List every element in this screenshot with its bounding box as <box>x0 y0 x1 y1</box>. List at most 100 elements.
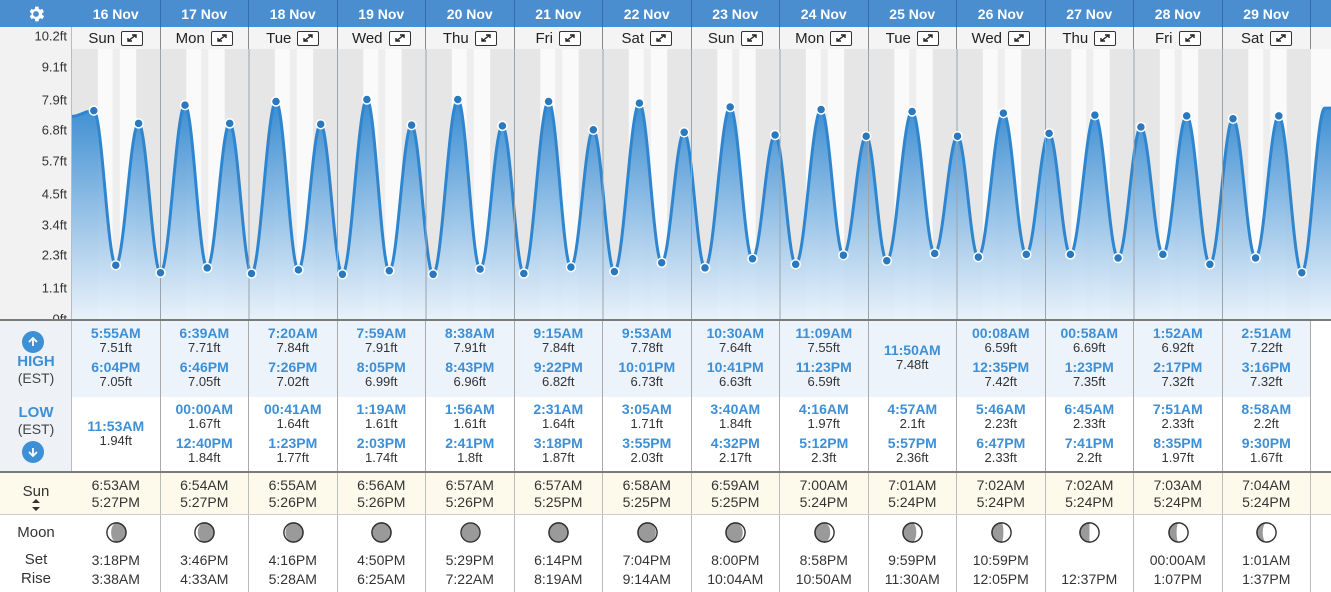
high-tide-point <box>179 99 191 111</box>
tide-day-column: 9:53AM 7.78ft 10:01PM 6.73ft 3:05AM 1.71ft 3:5… <box>603 321 692 471</box>
expand-day-button[interactable] <box>740 30 763 46</box>
date-header: 16 Nov 17 Nov 18 Nov 19 Nov 20 Nov 21 Nov 22 N… <box>72 0 1331 27</box>
tide-height: 1.84ft <box>718 416 752 431</box>
y-tick-label: 5.7ft <box>41 153 67 169</box>
expand-day-button[interactable] <box>210 30 233 46</box>
expand-icon <box>1275 34 1286 42</box>
tide-height: 7.84ft <box>541 340 575 355</box>
tide-day-column: 7:20AM 7.84ft 7:26PM 7.02ft 00:41AM 1.64ft 1:2… <box>249 321 338 471</box>
expand-day-button[interactable] <box>297 30 320 46</box>
high-tide-entry: 9:15AM 7.84ft <box>515 326 603 355</box>
low-tide-point <box>1021 249 1032 260</box>
tide-time: 2:51AM <box>1241 325 1292 341</box>
high-tide-entry: 12:35PM 7.42ft <box>957 360 1045 389</box>
low-tide-entry: 00:00AM 1.67ft <box>161 402 249 431</box>
tide-time: 5:57PM <box>887 435 937 451</box>
tide-time: 5:55AM <box>90 325 141 341</box>
tide-day-column: 8:38AM 7.91ft 8:43PM 6.96ft 1:56AM 1.61ft 2:41… <box>426 321 515 471</box>
expand-day-button[interactable] <box>650 30 672 46</box>
high-tide-point <box>224 118 235 129</box>
low-tide-point <box>384 265 395 276</box>
y-tick-label: 6.8ft <box>41 122 67 138</box>
tide-height: 1.64ft <box>276 416 310 431</box>
tide-time: 6:46PM <box>179 359 229 375</box>
high-tide-entry: 9:22PM 6.82ft <box>515 360 603 389</box>
expand-day-button[interactable] <box>1178 30 1201 46</box>
weekday-label: Wed <box>971 29 1003 47</box>
expand-icon <box>565 34 575 42</box>
sunrise-time: 6:57AM <box>445 477 494 493</box>
low-tide-point <box>973 251 984 263</box>
moonrise-time: 4:33AM <box>180 571 229 587</box>
sun-day-cell: 6:57AM 5:25PM <box>515 473 603 514</box>
weekday-cell: Mon <box>780 27 869 49</box>
expand-day-button[interactable] <box>1008 30 1031 46</box>
high-tides: 7:59AM 7.91ft 8:05PM 6.99ft <box>337 321 425 398</box>
low-tide-point <box>474 263 486 275</box>
moonset-time: 6:14PM <box>534 552 583 568</box>
sunrise-time: 7:01AM <box>888 477 937 493</box>
high-tide-point <box>133 118 144 129</box>
sunrise-time: 6:55AM <box>268 477 317 493</box>
moonrise-time: 7:22AM <box>445 571 494 587</box>
tide-time: 6:45AM <box>1064 401 1115 417</box>
high-tide-point <box>815 104 827 115</box>
tide-time: 4:32PM <box>710 435 760 451</box>
tide-time: 4:16AM <box>798 401 849 417</box>
weekday-cell: Sat <box>603 27 692 49</box>
high-label: HIGH (EST) <box>0 354 72 387</box>
sunrise-time: 6:57AM <box>534 477 583 493</box>
moon-day-cell: 7:04PM 9:14AM <box>603 515 692 592</box>
sun-day-cell: 7:03AM 5:24PM <box>1134 473 1223 514</box>
high-tide-point <box>952 130 963 142</box>
date-header-cell: 20 Nov <box>426 0 515 27</box>
high-tide-entry: 9:53AM 7.78ft <box>603 326 691 355</box>
low-tide-entry: 3:05AM 1.71ft <box>603 402 691 431</box>
moon-label: Moon <box>17 524 55 541</box>
date-header-cell: 23 Nov <box>692 0 780 27</box>
sun-day-cell: 7:02AM 5:24PM <box>957 473 1046 514</box>
low-tide-entry: 7:41PM 2.2ft <box>1046 436 1134 465</box>
moon-day-cell: 6:14PM 8:19AM <box>515 515 603 592</box>
moon-day-cell: 3:18PM 3:38AM <box>72 515 161 592</box>
expand-day-button[interactable] <box>830 30 853 46</box>
tide-height: 6.69ft <box>1072 340 1106 355</box>
scroll-down-button[interactable] <box>22 441 44 463</box>
expand-day-button[interactable] <box>474 30 497 46</box>
tide-time: 1:23PM <box>268 435 318 451</box>
sunset-time: 5:25PM <box>711 494 760 510</box>
sunrise-time: 6:54AM <box>180 477 229 493</box>
high-tides: 2:51AM 7.22ft 3:16PM 7.32ft <box>1222 321 1310 398</box>
expand-day-button[interactable] <box>559 30 581 46</box>
tide-time: 7:26PM <box>268 359 318 375</box>
moonset-time: 10:59PM <box>972 552 1029 568</box>
expand-icon <box>217 34 227 42</box>
scroll-up-button[interactable] <box>22 331 44 353</box>
tide-height: 6.59ft <box>984 340 1018 355</box>
moonrise-time: 8:19AM <box>534 571 583 587</box>
high-tide-entry: 10:01PM 6.73ft <box>603 360 691 389</box>
tide-height: 2.03ft <box>630 450 664 465</box>
expand-day-button[interactable] <box>916 30 939 46</box>
low-tide-point <box>1157 249 1169 260</box>
tide-time: 7:59AM <box>356 325 407 341</box>
settings-button[interactable] <box>0 0 72 27</box>
moonrise-time: 3:38AM <box>91 571 140 587</box>
expand-day-button[interactable] <box>121 30 144 46</box>
tide-height: 7.35ft <box>1072 374 1106 389</box>
low-tide-point <box>699 262 711 274</box>
moon-phase-icon <box>637 522 658 543</box>
low-label-tz: (EST) <box>17 421 55 437</box>
sunrise-time: 6:58AM <box>622 477 671 493</box>
expand-day-button[interactable] <box>1094 30 1117 46</box>
tide-time: 8:05PM <box>356 359 406 375</box>
tide-day-column: 9:15AM 7.84ft 9:22PM 6.82ft 2:31AM 1.64ft 3:18… <box>514 321 603 471</box>
tide-height: 7.84ft <box>276 340 310 355</box>
sunset-time: 5:24PM <box>1065 494 1114 510</box>
tide-height: 2.3ft <box>811 450 837 465</box>
expand-day-button[interactable] <box>1269 30 1292 46</box>
tide-line <box>72 97 1331 277</box>
sun-day-cell: 7:02AM 5:24PM <box>1046 473 1134 514</box>
expand-day-button[interactable] <box>388 30 411 46</box>
tide-time: 00:00AM <box>175 401 234 417</box>
